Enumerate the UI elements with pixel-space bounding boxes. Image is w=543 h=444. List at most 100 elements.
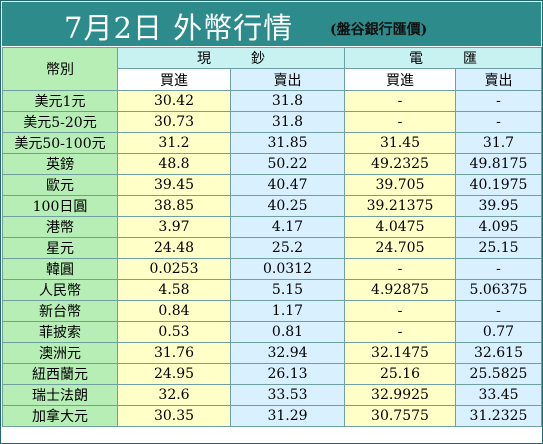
cash-buy-cell: 32.6 xyxy=(117,384,231,406)
table-row: 瑞士法朗 32.6 33.53 32.9925 33.45 xyxy=(2,384,542,406)
currency-cell: 紐西蘭元 xyxy=(2,363,118,385)
remit-sell-cell: 32.615 xyxy=(455,342,542,364)
table-row: 100日圓 38.85 40.25 39.21375 39.95 xyxy=(2,195,542,217)
title-bar: 7月2日 外幣行情 (盤谷銀行匯價) xyxy=(2,2,541,46)
cash-group-header: 現鈔 xyxy=(117,47,345,69)
remit-buy-cell: - xyxy=(344,258,456,280)
cash-sell-cell: 0.81 xyxy=(230,321,345,343)
remit-sell-cell: 0.77 xyxy=(455,321,542,343)
table-row: 加拿大元 30.35 31.29 30.7575 31.2325 xyxy=(2,405,542,427)
currency-cell: 瑞士法朗 xyxy=(2,384,118,406)
remit-buy-cell: 31.45 xyxy=(344,132,456,154)
remit-sell-cell: 39.95 xyxy=(455,195,542,217)
cash-sell-cell: 4.17 xyxy=(230,216,345,238)
header-row-group: 幣別 現鈔 電匯 xyxy=(2,47,542,91)
cash-sell-cell: 50.22 xyxy=(230,153,345,175)
remit-group-header: 電匯 xyxy=(344,47,542,69)
table-row: 美元50-100元 31.2 31.85 31.45 31.7 xyxy=(2,132,542,154)
remit-buy-cell: 32.1475 xyxy=(344,342,456,364)
table-row: 菲披索 0.53 0.81-0.77 xyxy=(2,321,542,343)
cash-sell-cell: 31.8 xyxy=(230,90,345,112)
remit-buy-cell: 32.9925 xyxy=(344,384,456,406)
cash-buy-cell: 3.97 xyxy=(117,216,231,238)
table-row: 人民幣 4.58 5.15 4.92875 5.06375 xyxy=(2,279,542,301)
cash-buy-cell: 0.53 xyxy=(117,321,231,343)
table-row: 港幣 3.97 4.17 4.0475 4.095 xyxy=(2,216,542,238)
remit-sell-cell: 25.5825 xyxy=(455,363,542,385)
cash-sell-cell: 31.85 xyxy=(230,132,345,154)
table-row: 韓圓 0.0253 0.0312- - xyxy=(2,258,542,280)
cash-buy-cell: 31.2 xyxy=(117,132,231,154)
remit-buy-cell: - xyxy=(344,321,456,343)
remit-buy-cell: 49.2325 xyxy=(344,153,456,175)
remit-buy-cell: - xyxy=(344,111,456,133)
cash-buy-cell: 4.58 xyxy=(117,279,231,301)
cash-sell-header: 賣出 xyxy=(230,68,345,91)
cash-buy-cell: 30.42 xyxy=(117,90,231,112)
cash-buy-cell: 30.35 xyxy=(117,405,231,427)
remit-buy-cell: 39.21375 xyxy=(344,195,456,217)
currency-cell: 英鎊 xyxy=(2,153,118,175)
currency-cell: 人民幣 xyxy=(2,279,118,301)
remit-sell-cell: - xyxy=(455,90,542,112)
table-row: 星元 24.48 25.2 24.705 25.15 xyxy=(2,237,542,259)
cash-sell-cell: 5.15 xyxy=(230,279,345,301)
remit-sell-cell: 5.06375 xyxy=(455,279,542,301)
page-subtitle: (盤谷銀行匯價) xyxy=(330,22,428,38)
cash-sell-cell: 25.2 xyxy=(230,237,345,259)
table-row: 新台幣 0.84 1.17- - xyxy=(2,300,542,322)
cash-sell-cell: 32.94 xyxy=(230,342,345,364)
currency-cell: 100日圓 xyxy=(2,195,118,217)
currency-cell: 美元1元 xyxy=(2,90,118,112)
remit-buy-cell: - xyxy=(344,90,456,112)
page-title: 7月2日 外幣行情 xyxy=(64,11,294,45)
cash-sell-cell: 33.53 xyxy=(230,384,345,406)
remit-sell-cell: 31.2325 xyxy=(455,405,542,427)
currency-cell: 港幣 xyxy=(2,216,118,238)
currency-cell: 澳洲元 xyxy=(2,342,118,364)
cash-sell-cell: 31.8 xyxy=(230,111,345,133)
cash-buy-cell: 24.48 xyxy=(117,237,231,259)
remit-sell-cell: 33.45 xyxy=(455,384,542,406)
remit-sell-cell: 25.15 xyxy=(455,237,542,259)
remit-sell-cell: 4.095 xyxy=(455,216,542,238)
remit-buy-cell: 4.0475 xyxy=(344,216,456,238)
remit-sell-cell: - xyxy=(455,258,542,280)
cash-buy-header: 買進 xyxy=(117,68,231,91)
remit-buy-cell: 39.705 xyxy=(344,174,456,196)
cash-sell-cell: 0.0312 xyxy=(230,258,345,280)
cash-buy-cell: 30.73 xyxy=(117,111,231,133)
cash-sell-cell: 40.47 xyxy=(230,174,345,196)
remit-sell-header: 賣出 xyxy=(455,68,542,91)
cash-buy-cell: 38.85 xyxy=(117,195,231,217)
table-row: 美元5-20元 30.73 31.8- - xyxy=(2,111,542,133)
currency-cell: 菲披索 xyxy=(2,321,118,343)
table-row: 英鎊 48.8 50.22 49.2325 49.8175 xyxy=(2,153,542,175)
remit-sell-cell: 40.1975 xyxy=(455,174,542,196)
cash-buy-cell: 0.0253 xyxy=(117,258,231,280)
cash-sell-cell: 31.29 xyxy=(230,405,345,427)
currency-cell: 歐元 xyxy=(2,174,118,196)
remit-buy-header: 買進 xyxy=(344,68,456,91)
remit-sell-cell: - xyxy=(455,111,542,133)
exchange-rate-table: 幣別 現鈔 電匯 買進 賣出 買進 賣出 美元1元 30.42 31.8- - 美元5-… xyxy=(2,47,542,427)
cash-buy-cell: 31.76 xyxy=(117,342,231,364)
remit-buy-cell: - xyxy=(344,300,456,322)
table-row: 澳洲元 31.76 32.94 32.1475 32.615 xyxy=(2,342,542,364)
cash-buy-cell: 0.84 xyxy=(117,300,231,322)
cash-buy-cell: 24.95 xyxy=(117,363,231,385)
remit-buy-cell: 4.92875 xyxy=(344,279,456,301)
cash-sell-cell: 40.25 xyxy=(230,195,345,217)
currency-cell: 加拿大元 xyxy=(2,405,118,427)
header-row-columns: 買進 賣出 買進 賣出 xyxy=(3,68,542,91)
currency-header: 幣別 xyxy=(2,47,118,91)
currency-cell: 美元50-100元 xyxy=(2,132,118,154)
cash-sell-cell: 1.17 xyxy=(230,300,345,322)
currency-cell: 美元5-20元 xyxy=(2,111,118,133)
table-row: 美元1元 30.42 31.8- - xyxy=(2,90,542,112)
cash-buy-cell: 48.8 xyxy=(117,153,231,175)
remit-buy-cell: 25.16 xyxy=(344,363,456,385)
table-row: 歐元 39.45 40.47 39.705 40.1975 xyxy=(2,174,542,196)
cash-sell-cell: 26.13 xyxy=(230,363,345,385)
